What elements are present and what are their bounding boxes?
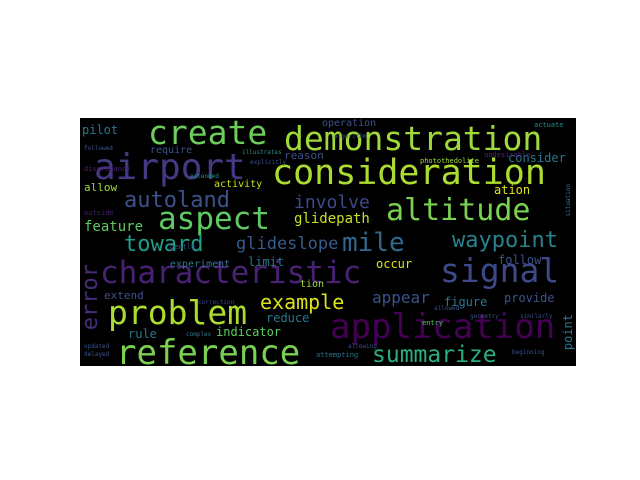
word-follow: follow	[498, 253, 542, 267]
word-outside: outside	[84, 209, 114, 217]
word-reference: reference	[116, 333, 301, 366]
word-glideslope: glideslope	[236, 234, 339, 254]
word-similarly: similarly	[520, 313, 553, 320]
word-involve: involve	[294, 192, 370, 213]
word-waypoint: waypoint	[452, 228, 558, 253]
word-allow: allow	[84, 181, 118, 194]
word-toward: toward	[124, 232, 204, 257]
word-situation: situation	[565, 184, 572, 217]
word-undesirable: undesirable	[484, 151, 531, 159]
word-illustrates: illustrates	[242, 149, 282, 156]
word-require: require	[150, 145, 193, 156]
word-appear: appear	[372, 288, 430, 307]
word-reason: reason	[284, 149, 324, 162]
word-gentle: gentle	[170, 243, 196, 251]
word-feature: feature	[84, 219, 144, 235]
word-signal: signal	[440, 251, 560, 290]
word-consideration: consideration	[272, 153, 546, 193]
word-error: error	[80, 264, 103, 331]
word-delayed: delayed	[84, 351, 110, 358]
word-occur: occur	[376, 257, 413, 271]
word-glidepath: glidepath	[294, 211, 370, 227]
word-beginning: beginning	[512, 349, 545, 356]
word-rule: rule	[128, 327, 157, 341]
word-extend: extend	[104, 289, 144, 302]
word-attempting: attempting	[316, 351, 359, 359]
word-entry: entry	[422, 319, 444, 327]
word-limit: limit	[248, 255, 285, 269]
word-demonstration: demonstration	[284, 119, 543, 158]
word-followed: followed	[84, 145, 113, 152]
word-airport: airport	[94, 147, 246, 188]
word-allowed: allowed	[434, 305, 460, 312]
word-experiment: experiment	[170, 259, 231, 270]
word-geometry: geometry	[470, 313, 499, 320]
word-actuate: actuate	[534, 121, 564, 129]
word-tion: tion	[300, 279, 325, 290]
word-characteristic: characteristic	[100, 255, 362, 291]
word-consider: consider	[508, 151, 566, 165]
word-summarize: summarize	[372, 342, 497, 367]
word-activity: activity	[214, 179, 263, 190]
word-indicator: indicator	[216, 325, 282, 339]
word-reduce: reduce	[266, 311, 310, 325]
word-figure: figure	[444, 295, 488, 309]
word-application: application	[330, 307, 556, 347]
word-point: point	[561, 314, 575, 351]
word-extended: extended	[190, 173, 219, 180]
word-explicitly: explicitly	[250, 159, 287, 166]
word-aspect: aspect	[158, 201, 270, 237]
word-complex: complex	[186, 331, 212, 338]
word-mile: mile	[342, 228, 405, 258]
word-problem: problem	[108, 293, 248, 332]
word-create: create	[148, 118, 268, 152]
word-correction: correction	[198, 299, 235, 306]
word-altitude: altitude	[386, 193, 531, 228]
word-operation: operation	[322, 118, 377, 129]
word-photothedolite: photothedolite	[420, 157, 480, 165]
word-updated: updated	[84, 343, 110, 350]
word-allowing: allowing	[348, 343, 377, 350]
word-provide: provide	[504, 291, 555, 305]
word-pilot: pilot	[82, 123, 119, 137]
word-ation: ation	[494, 183, 531, 197]
word-algorithm: algorithm	[334, 133, 367, 140]
word-cloud: create demonstration airport considerati…	[80, 118, 576, 366]
word-example: example	[260, 290, 345, 314]
word-discrepancy: discrepancy	[84, 165, 131, 173]
word-autoland: autoland	[124, 188, 230, 213]
